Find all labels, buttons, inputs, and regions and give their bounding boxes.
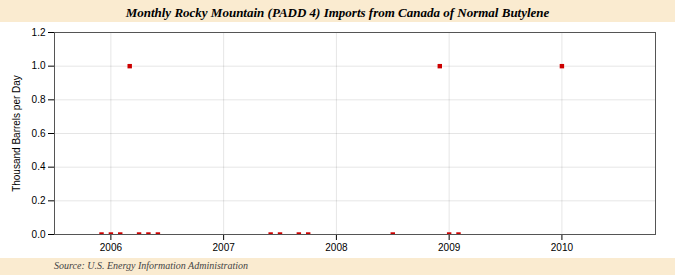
html-text:Source: U.S. Energy Informatio: Source: U.S. Energy Information Administ…: [54, 260, 249, 271]
svg-text:Thousand Barrels per Day: Thousand Barrels per Day: [11, 75, 22, 192]
html-text:Monthly Rocky Mountain (PADD 4: Monthly Rocky Mountain (PADD 4) Imports …: [125, 5, 550, 20]
svg-text:2010: 2010: [551, 242, 574, 253]
svg-text:1.2: 1.2: [32, 27, 46, 38]
svg-text:0.6: 0.6: [32, 128, 46, 139]
svg-text:0.0: 0.0: [32, 229, 46, 240]
svg-text:0.4: 0.4: [32, 161, 46, 172]
svg-text:2008: 2008: [325, 242, 348, 253]
svg-text:2009: 2009: [438, 242, 461, 253]
svg-text:0.8: 0.8: [32, 94, 46, 105]
svg-text:1.0: 1.0: [32, 60, 46, 71]
svg-text:2006: 2006: [100, 242, 123, 253]
svg-text:0.2: 0.2: [32, 195, 46, 206]
svg-text:2007: 2007: [213, 242, 236, 253]
